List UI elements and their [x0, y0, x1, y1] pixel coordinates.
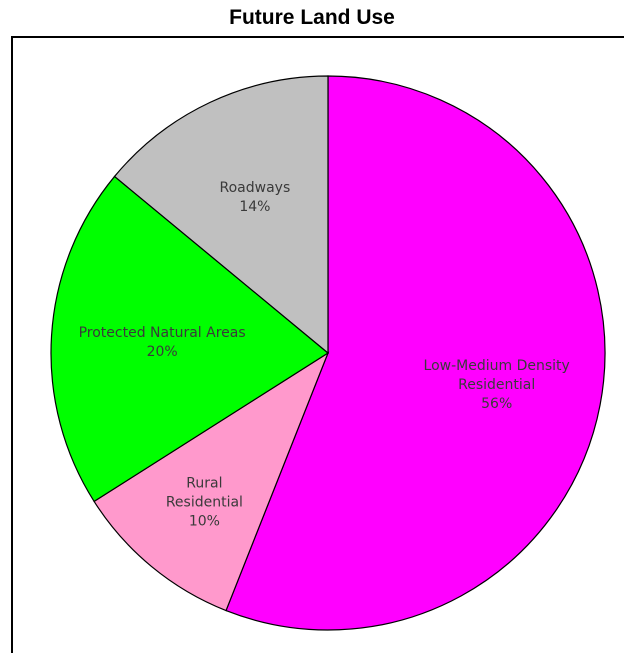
pie-slice — [50, 175, 330, 503]
pie-labels: Low-Medium Density Residential 56% Rural Res… — [79, 180, 570, 529]
pie-slice — [93, 351, 330, 612]
slice-label-line: Protected Natural Areas — [79, 325, 246, 341]
slice-label-line: Residential — [166, 494, 243, 510]
slice-label-line: 56% — [481, 396, 512, 412]
pie-slice — [113, 75, 329, 355]
slice-label: Low-Medium Density Residential 56% — [424, 358, 570, 412]
pie-slice — [225, 75, 606, 631]
chart-frame — [11, 36, 624, 653]
slice-label: Roadways 14% — [220, 180, 291, 215]
slice-label-line: 20% — [147, 344, 178, 360]
slice-label-line: Roadways — [220, 180, 291, 196]
pie-slices — [50, 75, 606, 631]
chart-title: Future Land Use — [229, 6, 395, 29]
slice-label-line: Residential — [458, 377, 535, 393]
slice-label: Rural Residential 10% — [166, 475, 243, 529]
slice-label-line: Rural — [186, 475, 222, 491]
slice-label-line: 14% — [239, 199, 270, 215]
slice-label-line: 10% — [189, 513, 220, 529]
slice-label: Protected Natural Areas 20% — [79, 325, 246, 360]
slice-label-line: Low-Medium Density — [424, 358, 570, 374]
